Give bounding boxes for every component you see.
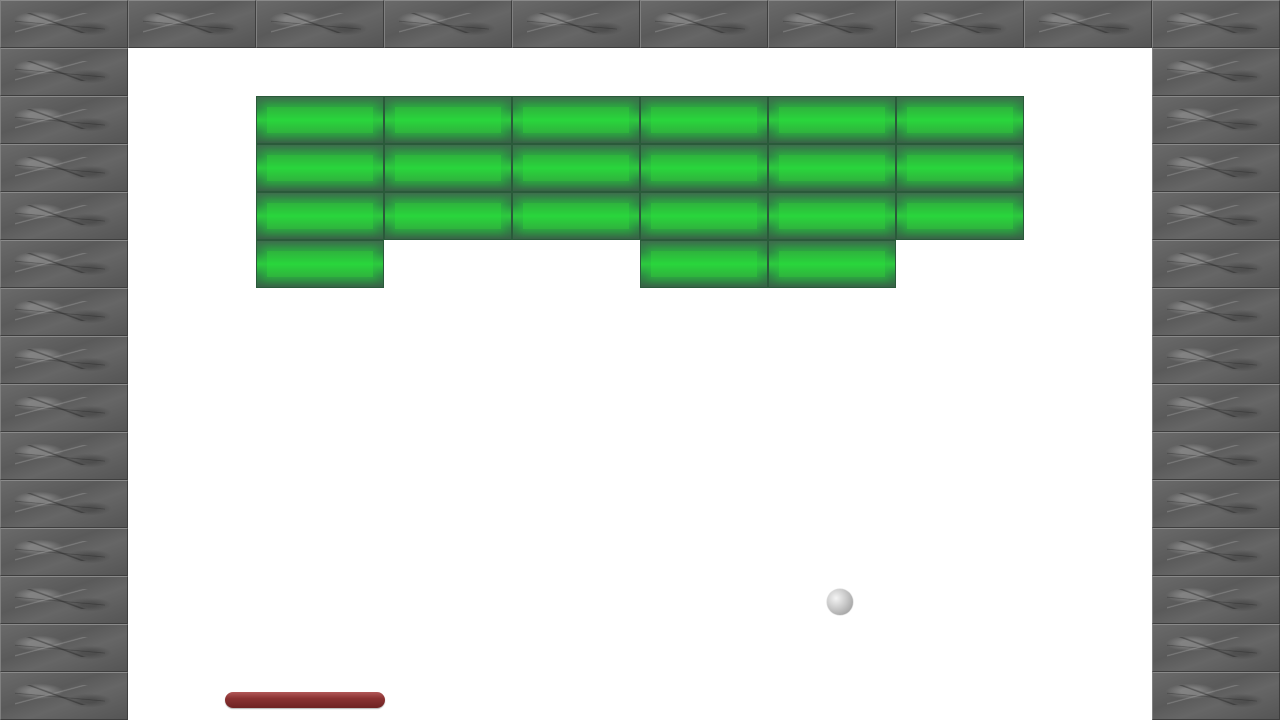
brick — [256, 96, 384, 144]
stone-block — [0, 48, 128, 96]
brick — [512, 144, 640, 192]
stone-block — [768, 0, 896, 48]
stone-block — [0, 144, 128, 192]
stone-block — [1152, 432, 1280, 480]
stone-block — [1152, 624, 1280, 672]
stone-block — [1152, 144, 1280, 192]
stone-block — [1152, 576, 1280, 624]
stone-block — [0, 96, 128, 144]
stone-block — [0, 624, 128, 672]
stone-block — [128, 0, 256, 48]
stone-block — [256, 0, 384, 48]
stone-block — [0, 432, 128, 480]
brick — [768, 96, 896, 144]
stone-block — [1152, 384, 1280, 432]
stone-block — [0, 480, 128, 528]
stone-block — [0, 672, 128, 720]
brick — [384, 96, 512, 144]
stone-block — [0, 0, 128, 48]
ball — [827, 589, 853, 615]
brick — [768, 192, 896, 240]
stone-block — [0, 528, 128, 576]
brick — [256, 240, 384, 288]
stone-block — [384, 0, 512, 48]
stone-block — [1152, 96, 1280, 144]
stone-block — [896, 0, 1024, 48]
stone-block — [1152, 48, 1280, 96]
brick — [640, 96, 768, 144]
paddle[interactable] — [225, 692, 385, 708]
brick — [256, 192, 384, 240]
brick — [768, 240, 896, 288]
stone-block — [1152, 240, 1280, 288]
stone-block — [1152, 288, 1280, 336]
brick — [640, 144, 768, 192]
stone-block — [1152, 672, 1280, 720]
stone-block — [512, 0, 640, 48]
stone-block — [0, 576, 128, 624]
stone-block — [1152, 336, 1280, 384]
brick — [640, 192, 768, 240]
brick — [384, 144, 512, 192]
stone-block — [0, 240, 128, 288]
brick — [896, 192, 1024, 240]
stone-block — [1152, 528, 1280, 576]
stone-block — [0, 336, 128, 384]
brick — [512, 192, 640, 240]
stone-block — [0, 192, 128, 240]
brick — [768, 144, 896, 192]
brick — [640, 240, 768, 288]
brick — [512, 96, 640, 144]
stone-block — [0, 384, 128, 432]
stone-block — [1152, 0, 1280, 48]
stone-block — [0, 288, 128, 336]
stone-block — [1152, 192, 1280, 240]
stone-block — [640, 0, 768, 48]
brick — [256, 144, 384, 192]
brick — [896, 96, 1024, 144]
stone-block — [1152, 480, 1280, 528]
stone-block — [1024, 0, 1152, 48]
brick — [384, 192, 512, 240]
brick — [896, 144, 1024, 192]
